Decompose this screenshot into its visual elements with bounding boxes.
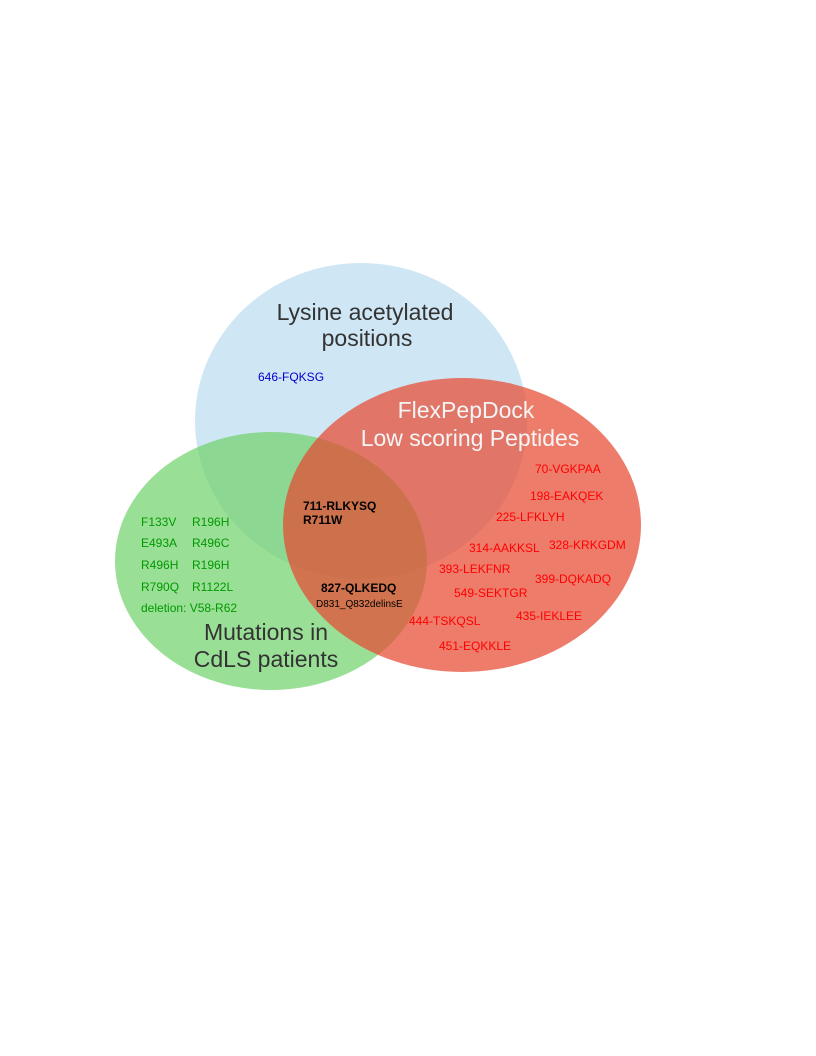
shared-item: R711W (303, 513, 343, 527)
flexpep-item: 70-VGKPAA (535, 462, 601, 476)
lysine-label-line2: positions (322, 325, 413, 351)
flexpep-item: 328-KRKGDM (549, 538, 626, 552)
shared-item: 711-RLKYSQ (303, 499, 376, 513)
mutations-label-line2: CdLS patients (194, 646, 338, 672)
flexpep-label-line1: FlexPepDock (398, 397, 535, 423)
flexpep-item: 444-TSKQSL (409, 614, 481, 628)
flexpep-item: 393-LEKFNR (439, 562, 511, 576)
lysine-item: 646-FQKSG (258, 370, 324, 384)
flexpep-circle (283, 378, 641, 672)
flexpep-item: 198-EAKQEK (530, 489, 603, 503)
mutation-item: F133V (141, 515, 176, 529)
mutation-item: R1122L (192, 580, 233, 594)
mutation-item: E493A (141, 536, 177, 550)
mutation-item: R196H (192, 558, 229, 572)
lysine-label-line1: Lysine acetylated (277, 299, 454, 325)
mutation-item: R496H (141, 558, 178, 572)
mutation-item: R196H (192, 515, 229, 529)
flexpep-item: 314-AAKKSL (469, 541, 540, 555)
mutation-item: R790Q (141, 580, 179, 594)
mutations-label-line1: Mutations in (204, 619, 328, 645)
flexpep-item: 451-EQKKLE (439, 639, 511, 653)
flex-mut-item: 827-QLKEDQ (321, 581, 396, 595)
flexpep-item: 225-LFKLYH (496, 510, 564, 524)
flexpep-item: 399-DQKADQ (535, 572, 611, 586)
mutation-item: R496C (192, 536, 230, 550)
mutation-item: deletion: V58-R62 (141, 601, 237, 615)
flexpep-label-line2: Low scoring Peptides (361, 425, 580, 451)
flex-mut-item: D831_Q832delinsE (316, 599, 403, 610)
flexpep-item: 435-IEKLEE (516, 609, 582, 623)
flexpep-item: 549-SEKTGR (454, 586, 528, 600)
